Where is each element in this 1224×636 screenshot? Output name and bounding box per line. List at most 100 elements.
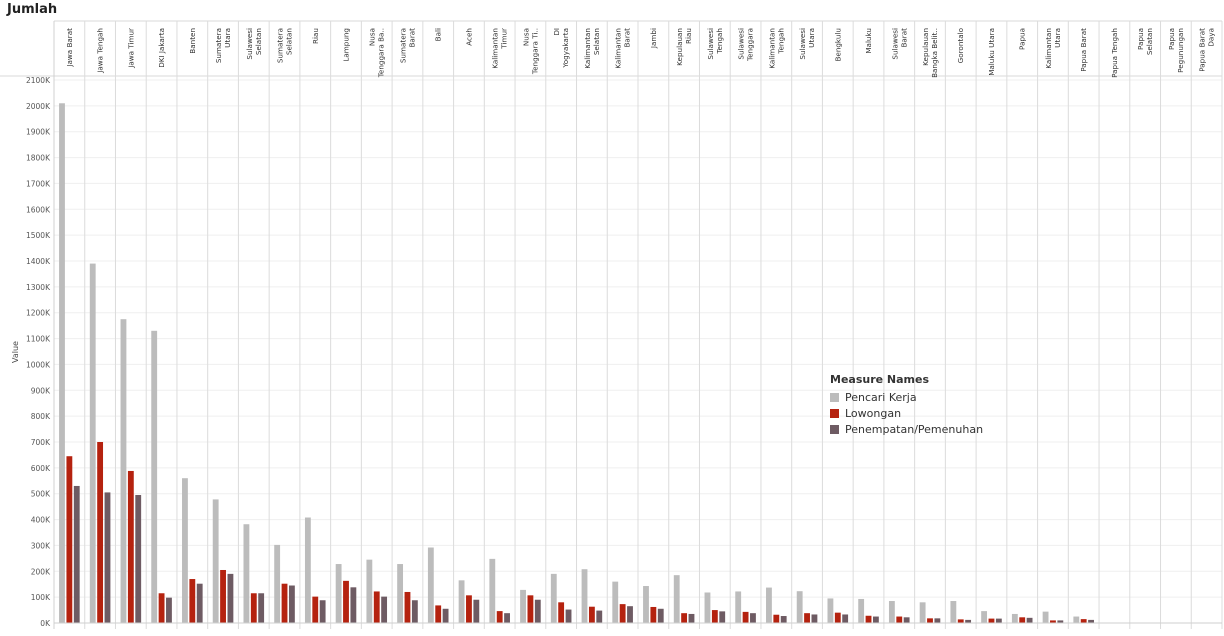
bar[interactable] xyxy=(1057,620,1064,623)
bar[interactable] xyxy=(435,605,442,623)
bar[interactable] xyxy=(988,618,995,623)
bar[interactable] xyxy=(120,319,127,623)
bar[interactable] xyxy=(780,616,787,623)
bar[interactable] xyxy=(220,569,226,623)
bar[interactable] xyxy=(243,524,250,623)
bar[interactable] xyxy=(842,614,849,623)
bar[interactable] xyxy=(520,589,526,623)
bar[interactable] xyxy=(596,610,603,623)
bar[interactable] xyxy=(1050,620,1056,623)
bar[interactable] xyxy=(212,499,219,623)
bar[interactable] xyxy=(1080,619,1087,623)
bar[interactable] xyxy=(189,579,196,623)
bar[interactable] xyxy=(896,616,903,623)
bar[interactable] xyxy=(750,613,756,623)
bar[interactable] xyxy=(903,617,910,623)
bar[interactable] xyxy=(804,613,810,623)
bar[interactable] xyxy=(858,598,865,623)
bar[interactable] xyxy=(827,598,834,623)
bar[interactable] xyxy=(158,593,165,623)
bar[interactable] xyxy=(458,580,465,623)
bar[interactable] xyxy=(473,599,480,623)
bar[interactable] xyxy=(527,595,534,623)
bar[interactable] xyxy=(643,586,649,623)
bar[interactable] xyxy=(350,587,357,623)
bar[interactable] xyxy=(104,492,111,623)
bar[interactable] xyxy=(627,606,633,623)
bar[interactable] xyxy=(1042,611,1049,623)
bar[interactable] xyxy=(766,587,772,623)
bar[interactable] xyxy=(957,619,964,623)
bar[interactable] xyxy=(59,103,65,624)
bar[interactable] xyxy=(888,601,895,623)
bar[interactable] xyxy=(381,596,388,623)
bar[interactable] xyxy=(773,614,780,623)
bar[interactable] xyxy=(274,544,281,623)
bar[interactable] xyxy=(681,613,688,623)
bar[interactable] xyxy=(919,602,926,623)
bar[interactable] xyxy=(1019,617,1026,623)
bar[interactable] xyxy=(66,456,73,623)
bar[interactable] xyxy=(927,618,933,623)
bar[interactable] xyxy=(588,606,595,623)
bar[interactable] xyxy=(227,573,234,623)
bar[interactable] xyxy=(397,564,404,623)
bar[interactable] xyxy=(965,619,972,623)
bar[interactable] xyxy=(281,583,288,623)
bar[interactable] xyxy=(373,591,380,623)
bar[interactable] xyxy=(1026,617,1033,623)
bar[interactable] xyxy=(565,609,572,623)
bar[interactable] xyxy=(934,618,941,623)
bar[interactable] xyxy=(834,612,841,623)
bar[interactable] xyxy=(735,591,742,623)
bar[interactable] xyxy=(304,517,311,623)
bar[interactable] xyxy=(366,559,373,623)
bar[interactable] xyxy=(688,613,695,623)
bar[interactable] xyxy=(796,591,803,623)
bar[interactable] xyxy=(1088,619,1094,623)
bar[interactable] xyxy=(319,600,326,623)
bar[interactable] xyxy=(97,442,104,623)
bar[interactable] xyxy=(411,600,418,623)
bar[interactable] xyxy=(312,596,319,623)
bar[interactable] xyxy=(657,608,664,623)
bar[interactable] xyxy=(442,608,449,623)
legend-item-pencari-kerja[interactable]: Pencari Kerja xyxy=(830,389,983,405)
bar[interactable] xyxy=(1073,616,1080,623)
bar[interactable] xyxy=(73,485,80,623)
bar[interactable] xyxy=(811,614,818,623)
bar[interactable] xyxy=(135,495,142,623)
bar[interactable] xyxy=(950,601,957,623)
bar[interactable] xyxy=(704,592,711,623)
bar[interactable] xyxy=(182,478,188,623)
bar[interactable] xyxy=(872,616,879,623)
bar[interactable] xyxy=(427,547,434,623)
bar[interactable] xyxy=(1011,613,1018,623)
bar[interactable] xyxy=(650,606,657,623)
bar[interactable] xyxy=(489,558,496,623)
legend[interactable]: Measure Names Pencari Kerja Lowongan Pen… xyxy=(830,373,983,437)
bar[interactable] xyxy=(711,610,718,623)
bar[interactable] xyxy=(496,611,503,623)
bar[interactable] xyxy=(288,585,295,623)
bar[interactable] xyxy=(89,263,96,623)
bar[interactable] xyxy=(995,618,1002,623)
bar[interactable] xyxy=(558,602,565,623)
bar[interactable] xyxy=(981,611,988,623)
bar[interactable] xyxy=(581,569,588,623)
bar[interactable] xyxy=(151,330,158,623)
bar[interactable] xyxy=(258,593,265,623)
bar[interactable] xyxy=(673,575,680,623)
bar[interactable] xyxy=(127,470,134,623)
bar[interactable] xyxy=(865,615,872,623)
bar[interactable] xyxy=(335,564,342,623)
legend-item-penempatan[interactable]: Penempatan/Pemenuhan xyxy=(830,421,983,437)
bar[interactable] xyxy=(250,593,257,623)
bar[interactable] xyxy=(619,604,626,623)
bar[interactable] xyxy=(719,611,726,623)
bar[interactable] xyxy=(343,580,349,623)
bar[interactable] xyxy=(612,581,619,623)
legend-item-lowongan[interactable]: Lowongan xyxy=(830,405,983,421)
bar[interactable] xyxy=(550,573,557,623)
bar[interactable] xyxy=(504,613,510,623)
